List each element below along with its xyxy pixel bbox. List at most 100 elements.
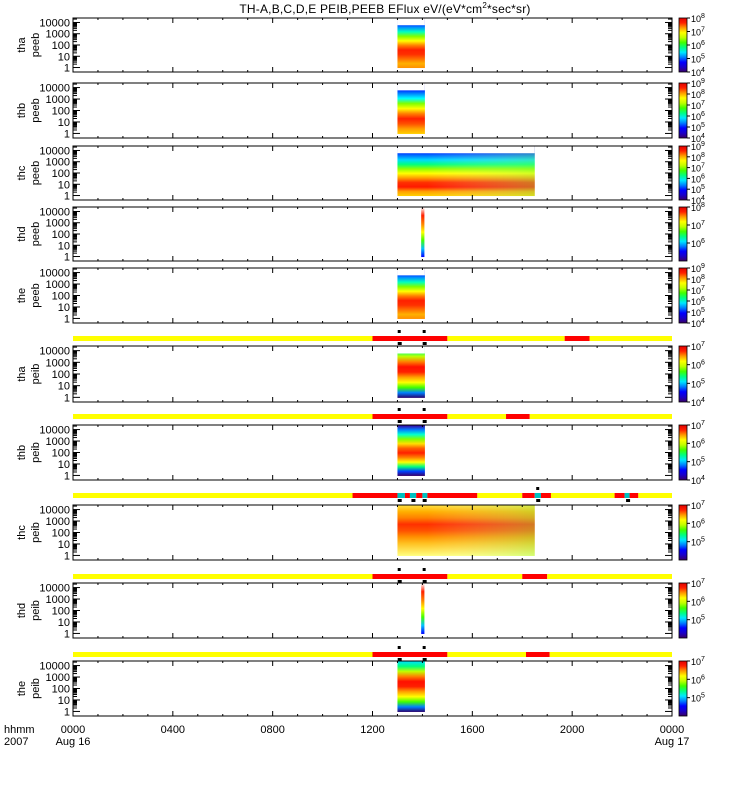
spectrogram-block: [397, 661, 425, 712]
colorbar-tick-exponent: 9: [701, 263, 705, 270]
spectrogram-thb-peeb: [397, 83, 425, 134]
y-tick-label: 1000: [46, 279, 70, 291]
colorbar-scale: [678, 145, 688, 201]
colorbar-tick-exponent: 6: [701, 596, 705, 603]
y-tick-label: 100: [52, 369, 70, 381]
mode-segment-yellow: [447, 414, 507, 419]
colorbar-tick-exponent: 4: [701, 133, 705, 140]
colorbar-tick-label: 106: [691, 438, 705, 449]
colorbar-tick-label: 109: [691, 78, 705, 89]
mode-bar-2: [73, 408, 672, 423]
mode-segment-red: [427, 493, 478, 498]
colorbar-scale: [678, 267, 688, 324]
y-tick-label: 1: [64, 550, 70, 562]
mode-marker: [626, 499, 631, 502]
product-label: peib: [30, 522, 42, 543]
colorbar-tick-label: 106: [691, 674, 705, 685]
x-tick-label: 0000: [61, 724, 85, 736]
y-tick-label: 10: [58, 240, 70, 252]
mode-segment-red: [522, 493, 535, 498]
panel-frame: [72, 504, 673, 561]
mode-segment-red: [540, 493, 551, 498]
colorbar-tick-label: 108: [691, 274, 705, 285]
colorbar-tick-label: 107: [691, 163, 705, 174]
y-tick-label: 100: [52, 684, 70, 696]
spectrogram-gap: [397, 18, 425, 26]
colorbar-tick-label: 104: [691, 475, 705, 486]
y-tick-label: 10000: [39, 505, 70, 517]
y-tick-label: 1000: [46, 157, 70, 169]
colorbar-scale: [678, 582, 688, 639]
colorbar-tick-label: 109: [691, 263, 705, 274]
mode-segment-yellow: [73, 414, 373, 419]
mode-segment-red: [416, 493, 423, 498]
colorbar-tick-label: 105: [691, 54, 705, 65]
mode-marker: [422, 646, 426, 649]
x-tick-label: 0800: [260, 724, 284, 736]
colorbar-tick-label: 107: [691, 578, 705, 589]
chart-title-main: TH-A,B,C,D,E PEIB,PEEB EFlux eV/(eV*cm: [239, 2, 483, 16]
probe-label: thc: [16, 525, 28, 540]
mode-bar-3: [73, 487, 672, 502]
y-tick-label: 1000: [46, 218, 70, 230]
product-label: peeb: [30, 222, 42, 246]
spectrogram-the-peib: [397, 661, 425, 712]
spectrogram-thc-peib: [397, 505, 535, 556]
colorbar-scale: [678, 82, 688, 139]
x-ticks: [72, 146, 673, 200]
colorbar-tick-label: 108: [691, 13, 705, 24]
colorbar-tick-label: 105: [691, 378, 705, 389]
spectrogram-tha-peib: [397, 346, 425, 398]
mode-marker: [422, 342, 427, 345]
colorbar-tick-label: 106: [691, 173, 705, 184]
mode-marker: [397, 420, 402, 423]
mode-segment-yellow: [73, 574, 373, 579]
mode-segment-red: [506, 414, 530, 419]
mode-marker: [422, 580, 427, 583]
x-ticks: [72, 18, 673, 72]
product-label: peib: [30, 364, 42, 385]
x-ticks: [72, 425, 673, 480]
mode-marker: [536, 499, 541, 502]
y-tick-label: 1000: [46, 29, 70, 41]
y-tick-label: 1: [64, 191, 70, 203]
spectrogram-block: [397, 83, 425, 134]
colorbar-tick-label: 105: [691, 184, 705, 195]
mode-segment-red: [629, 493, 639, 498]
mode-segment-yellow: [638, 493, 672, 498]
product-label: peeb: [30, 161, 42, 185]
y-tick-label: 10: [58, 695, 70, 707]
mode-segment-cyan: [534, 493, 541, 498]
x-axis-row-label: hhmm: [4, 724, 35, 736]
y-tick-label: 1: [64, 128, 70, 140]
y-tick-label: 1: [64, 628, 70, 640]
y-tick-label: 100: [52, 291, 70, 303]
mode-segment-cyan: [624, 493, 630, 498]
colorbar-tick-exponent: 6: [701, 40, 705, 47]
panel-label: the peib: [16, 678, 42, 699]
product-label: peib: [30, 600, 42, 621]
mode-segment-yellow: [447, 652, 526, 657]
mode-segment-red: [614, 493, 625, 498]
colorbar-tick-exponent: 5: [701, 184, 705, 191]
colorbar-scale: [678, 345, 688, 403]
y-tick-label: 1: [64, 252, 70, 264]
colorbar-tick-exponent: 9: [701, 78, 705, 85]
colorbar-tick-exponent: 7: [701, 220, 705, 227]
colorbar-tick-exponent: 7: [701, 163, 705, 170]
colorbar-tick-label: 105: [691, 122, 705, 133]
product-label: peeb: [30, 98, 42, 122]
colorbar-tick-label: 106: [691, 40, 705, 51]
panel-frame: [72, 145, 673, 201]
panel-label: the peeb: [16, 283, 42, 307]
colorbar-tick-label: 104: [691, 397, 705, 408]
colorbar-thd-peeb: 106 107 108: [678, 202, 705, 262]
y-tick-label: 1: [64, 63, 70, 75]
colorbar-tick-label: 107: [691, 341, 705, 352]
y-tick-label: 1: [64, 392, 70, 404]
